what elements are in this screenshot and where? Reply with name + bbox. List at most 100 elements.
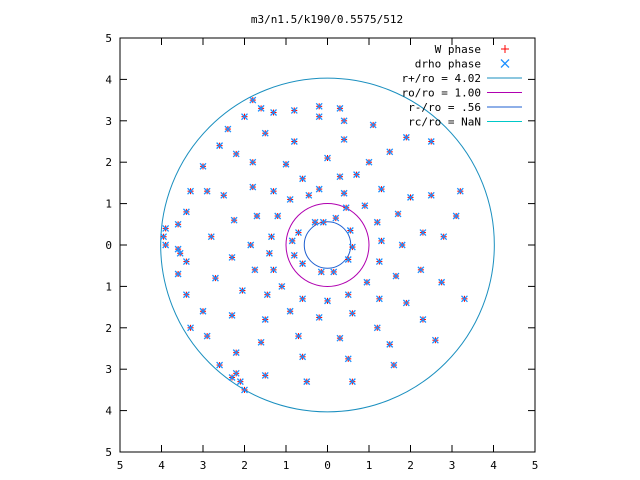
- chart-title: m3/n1.5/k190/0.5575/512: [251, 13, 403, 26]
- drho-phase-point: [203, 187, 211, 195]
- y-tick-label: 2: [105, 156, 112, 169]
- drho-phase-point: [160, 233, 168, 241]
- drho-phase-point: [332, 214, 340, 222]
- drho-phase-point: [251, 266, 259, 274]
- drho-phase-point: [427, 138, 435, 145]
- y-tick-label: 1: [105, 198, 112, 211]
- drho-phase-point: [342, 204, 350, 212]
- drho-phase-point: [324, 154, 331, 162]
- drho-phase-point: [182, 208, 190, 216]
- drho-phase-point: [299, 295, 307, 303]
- drho-phase-point: [241, 386, 248, 394]
- drho-phase-point: [336, 334, 344, 342]
- drho-phase-point: [241, 113, 248, 121]
- drho-phase-point: [340, 117, 348, 125]
- x-tick-label: 5: [532, 459, 539, 472]
- drho-phase-point: [270, 266, 278, 274]
- drho-phase-point: [460, 295, 468, 303]
- drho-phase-point: [274, 212, 282, 220]
- drho-phase-point: [346, 227, 354, 234]
- drho-phase-point: [315, 113, 323, 121]
- drho-phase-point: [315, 313, 323, 321]
- drho-phase-point: [288, 237, 296, 245]
- drho-phase-point: [344, 291, 352, 299]
- drho-phase-point: [270, 109, 278, 116]
- drho-phase-point: [249, 158, 257, 166]
- drho-phase-point: [427, 191, 435, 199]
- drho-phase-point: [286, 196, 294, 203]
- drho-phase-point: [228, 374, 236, 381]
- y-tick-label: 5: [105, 32, 112, 45]
- drho-phase-point: [207, 233, 215, 241]
- x-tick-label: 3: [449, 459, 456, 472]
- y-tick-label: 1: [105, 280, 112, 293]
- drho-phase-point: [438, 278, 446, 286]
- drho-phase-point: [294, 332, 302, 340]
- drho-phase-point: [375, 295, 383, 303]
- drho-phase-point: [187, 324, 195, 332]
- legend-label: drho phase: [415, 58, 481, 71]
- drho-phase-point: [369, 121, 377, 129]
- drho-phase-point: [344, 256, 352, 263]
- y-tick-label: 4: [105, 405, 112, 418]
- drho-phase-point: [336, 173, 344, 181]
- drho-phase-point: [290, 138, 298, 145]
- drho-phase-point: [199, 162, 207, 170]
- drho-phase-point: [419, 229, 427, 237]
- drho-phase-point: [224, 125, 232, 133]
- drho-phase-point: [361, 202, 369, 210]
- x-tick-label: 4: [158, 459, 165, 472]
- drho-phase-point: [174, 220, 182, 228]
- drho-phase-point: [270, 187, 278, 195]
- drho-phase-point: [431, 336, 439, 344]
- drho-phase-point: [162, 241, 170, 249]
- drho-phase-point: [402, 299, 410, 307]
- x-tick-label: 1: [283, 459, 290, 472]
- drho-phase-point: [311, 218, 319, 226]
- drho-phase-point: [199, 307, 207, 315]
- legend-label: r-/ro = .56: [408, 101, 481, 114]
- drho-phase-point: [348, 309, 356, 317]
- reference-circle: [303, 221, 352, 269]
- drho-phase-point: [386, 340, 394, 348]
- x-tick-label: 5: [117, 459, 124, 472]
- drho-phase-point: [220, 191, 228, 199]
- drho-phase-point: [392, 272, 400, 280]
- drho-phase-point: [456, 187, 464, 195]
- drho-phase-point: [344, 355, 352, 363]
- legend-label: ro/ro = 1.00: [402, 87, 481, 100]
- drho-phase-point: [174, 270, 182, 278]
- drho-phase-point: [268, 233, 275, 241]
- drho-phase-point: [162, 224, 170, 232]
- drho-phase-point: [228, 311, 236, 319]
- drho-phase-point: [230, 216, 238, 224]
- reference-circles: [160, 77, 495, 413]
- legend-marker-x: [500, 59, 510, 68]
- drho-phase-point: [373, 324, 381, 332]
- drho-phase-point: [419, 316, 427, 323]
- x-tick-label: 3: [200, 459, 207, 472]
- y-tick-label: 3: [105, 363, 112, 376]
- y-tick-label: 4: [105, 73, 112, 86]
- spiral-points: [160, 96, 468, 394]
- drho-phase-point: [216, 361, 224, 369]
- drho-phase-point: [216, 142, 224, 150]
- drho-phase-point: [232, 150, 240, 158]
- drho-phase-point: [278, 282, 286, 290]
- drho-phase-point: [203, 332, 211, 340]
- drho-phase-point: [330, 268, 338, 276]
- drho-phase-point: [299, 260, 307, 268]
- drho-phase-point: [402, 133, 410, 141]
- reference-circle: [285, 203, 370, 287]
- drho-phase-point: [263, 291, 271, 299]
- drho-phase-point: [290, 106, 298, 114]
- drho-phase-point: [348, 243, 356, 251]
- drho-phase-point: [290, 251, 298, 259]
- legend-label: W phase: [435, 43, 481, 56]
- drho-phase-point: [340, 189, 348, 197]
- drho-phase-point: [257, 338, 265, 346]
- drho-phase-point: [294, 229, 302, 237]
- drho-phase-point: [407, 193, 414, 201]
- drho-phase-point: [236, 378, 244, 386]
- drho-phase-point: [182, 291, 190, 299]
